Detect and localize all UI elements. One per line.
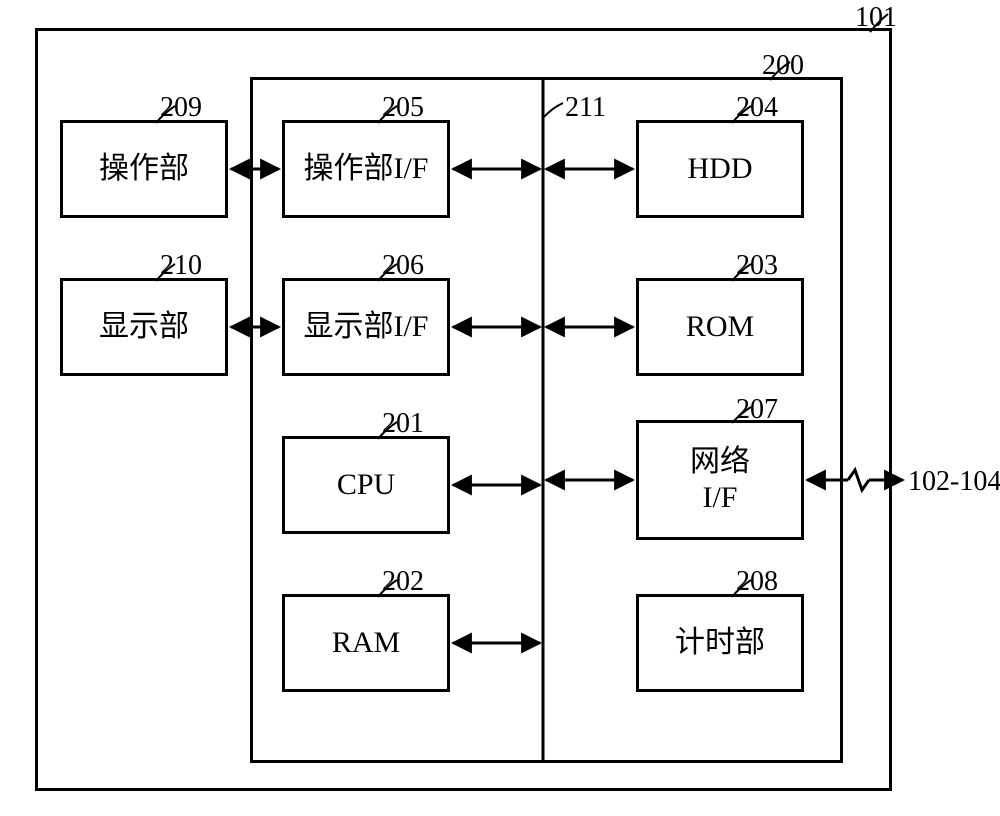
ref-210: 210 (160, 250, 202, 282)
block-hdd: HDD (636, 120, 804, 218)
ref-208: 208 (736, 566, 778, 598)
block-operation-if: 操作部I/F (282, 120, 450, 218)
block-ram: RAM (282, 594, 450, 692)
block-display-if: 显示部I/F (282, 278, 450, 376)
label-hdd: HDD (688, 151, 753, 187)
block-rom: ROM (636, 278, 804, 376)
ref-207: 207 (736, 394, 778, 426)
label-network-if: 网络 I/F (690, 444, 750, 516)
ref-203: 203 (736, 250, 778, 282)
block-network-if: 网络 I/F (636, 420, 804, 540)
ref-209: 209 (160, 92, 202, 124)
ref-205: 205 (382, 92, 424, 124)
ref-external: 102-104 (908, 466, 1000, 498)
block-timer: 计时部 (636, 594, 804, 692)
block-operation-unit: 操作部 (60, 120, 228, 218)
block-cpu: CPU (282, 436, 450, 534)
diagram-root: 操作部 显示部 操作部I/F 显示部I/F CPU RAM HDD ROM 网络… (0, 0, 1000, 816)
label-ram: RAM (332, 625, 400, 661)
ref-211: 211 (565, 92, 606, 124)
block-display-unit: 显示部 (60, 278, 228, 376)
label-rom: ROM (686, 309, 754, 345)
label-operation-unit: 操作部 (99, 151, 189, 187)
label-cpu: CPU (337, 467, 395, 503)
ref-204: 204 (736, 92, 778, 124)
label-operation-if: 操作部I/F (303, 151, 428, 187)
label-display-unit: 显示部 (99, 309, 189, 345)
ref-202: 202 (382, 566, 424, 598)
label-timer: 计时部 (675, 625, 765, 661)
label-display-if: 显示部I/F (303, 309, 428, 345)
ref-206: 206 (382, 250, 424, 282)
ref-101: 101 (855, 2, 897, 34)
ref-200: 200 (762, 50, 804, 82)
ref-201: 201 (382, 408, 424, 440)
